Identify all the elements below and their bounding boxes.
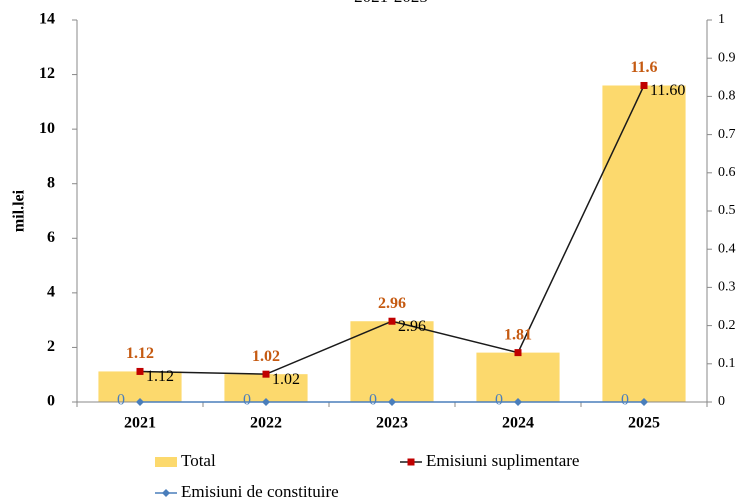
legend-swatch xyxy=(155,457,177,467)
marker xyxy=(388,317,396,325)
legend-marker xyxy=(162,489,170,497)
point-value-label: 0 xyxy=(369,392,377,409)
y-tick-label: 10 xyxy=(39,120,55,137)
y2-tick-label: 0.1 xyxy=(718,356,736,371)
marker xyxy=(136,367,144,375)
x-tick-label: 2025 xyxy=(628,415,660,432)
y2-tick-label: 0.6 xyxy=(718,165,736,180)
bar xyxy=(476,352,560,402)
y2-tick-label: 0.3 xyxy=(718,280,736,295)
marker xyxy=(262,398,270,406)
bar-value-label: 11.6 xyxy=(630,59,657,76)
y2-tick-label: 0.8 xyxy=(718,89,736,104)
y-tick-label: 4 xyxy=(47,284,55,301)
point-value-label: 1.12 xyxy=(146,368,174,385)
y-axis-label: mil.lei xyxy=(11,189,28,232)
marker xyxy=(640,398,648,406)
point-value-label: 11.60 xyxy=(650,82,685,99)
bar-value-label: 1.02 xyxy=(252,348,280,365)
y2-tick-label: 0.9 xyxy=(718,50,736,65)
bar xyxy=(98,371,182,402)
legend-label: Emisiuni suplimentare xyxy=(426,451,579,470)
x-tick-label: 2022 xyxy=(250,415,282,432)
point-value-label: 2.96 xyxy=(398,318,426,335)
y-tick-label: 8 xyxy=(47,174,55,191)
x-tick-label: 2021 xyxy=(124,415,156,432)
bar-value-label: 1.81 xyxy=(504,326,532,343)
chart-title: 2021-2025 xyxy=(354,0,428,6)
y2-tick-label: 0.2 xyxy=(718,318,736,333)
point-value-label: 0 xyxy=(243,392,251,409)
y-tick-label: 6 xyxy=(47,229,55,246)
y2-tick-label: 0.7 xyxy=(718,127,736,142)
y2-tick-label: 1 xyxy=(718,12,725,27)
marker xyxy=(514,398,522,406)
x-tick-label: 2023 xyxy=(376,415,408,432)
bar xyxy=(602,85,686,402)
point-value-label: 0 xyxy=(495,392,503,409)
marker xyxy=(514,349,522,357)
legend-label: Total xyxy=(181,451,216,470)
point-value-label: 0 xyxy=(117,392,125,409)
bar xyxy=(224,374,308,402)
legend-label: Emisiuni de constituire xyxy=(181,482,339,501)
marker xyxy=(262,370,270,378)
marker xyxy=(640,81,648,89)
y-tick-label: 2 xyxy=(47,338,55,355)
y2-tick-label: 0.4 xyxy=(718,241,736,256)
y-tick-label: 14 xyxy=(39,11,55,28)
y-tick-label: 12 xyxy=(39,65,55,82)
bar xyxy=(350,321,434,402)
x-tick-label: 2024 xyxy=(502,415,534,432)
bar-value-label: 2.96 xyxy=(378,295,406,312)
marker xyxy=(136,398,144,406)
y-tick-label: 0 xyxy=(47,393,55,410)
point-value-label: 0 xyxy=(621,392,629,409)
legend-marker xyxy=(407,458,415,466)
y2-tick-label: 0.5 xyxy=(718,203,736,218)
bar-value-label: 1.12 xyxy=(126,345,154,362)
point-value-label: 1.02 xyxy=(272,371,300,388)
y2-tick-label: 0 xyxy=(718,394,725,409)
marker xyxy=(388,398,396,406)
